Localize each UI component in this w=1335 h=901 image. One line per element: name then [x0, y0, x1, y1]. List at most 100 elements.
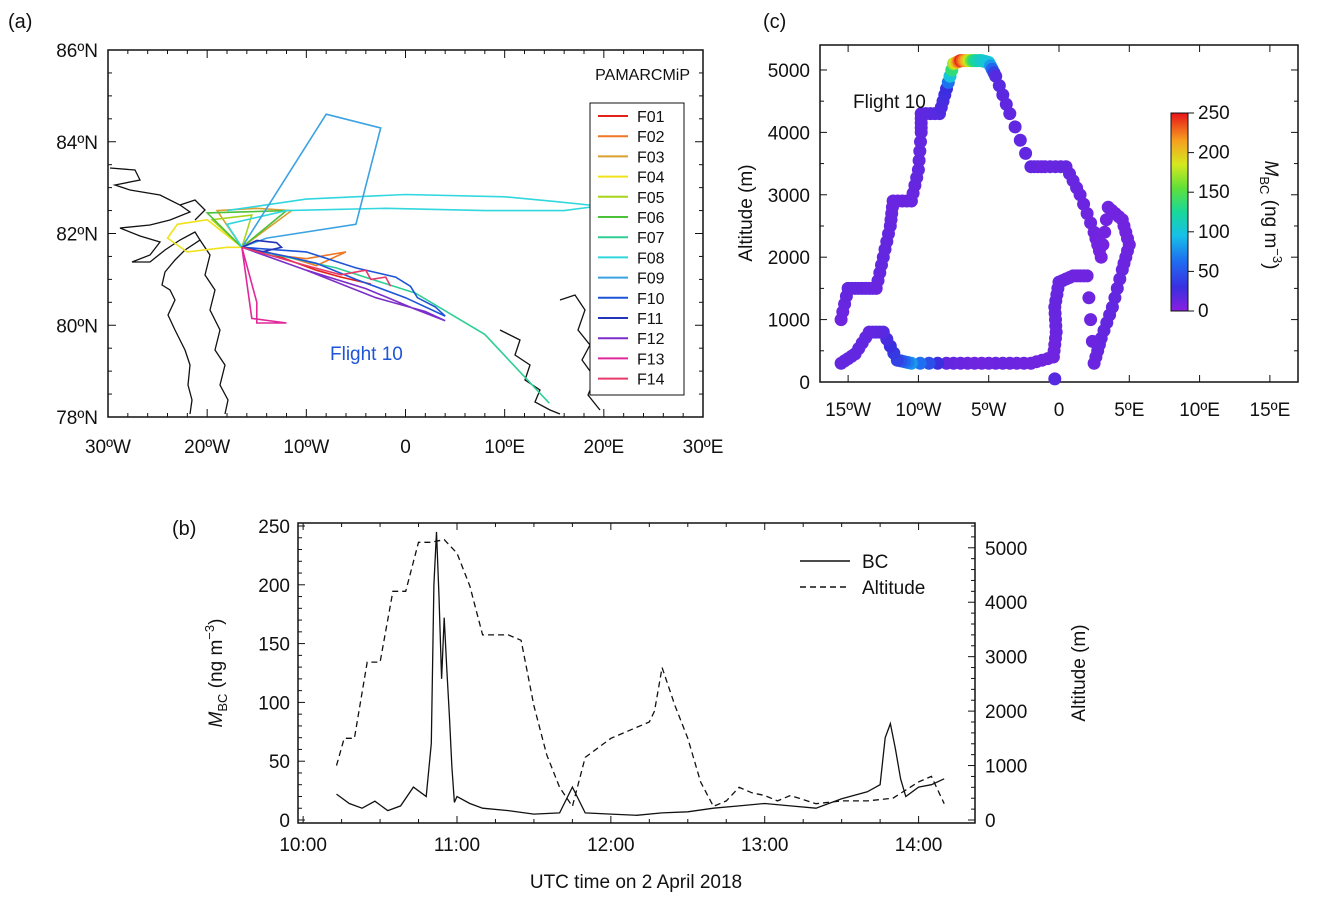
colorbar-tick-label: 200: [1198, 143, 1230, 164]
legend-label-f08: F08: [637, 250, 665, 267]
track-f10: [241, 246, 446, 317]
panel-b-xlabel: UTC time on 2 April 2018: [530, 872, 742, 893]
panel-c-points: [834, 54, 1136, 386]
data-point: [1098, 225, 1112, 239]
y-right-tick-label: 0: [985, 811, 996, 832]
data-point: [914, 135, 927, 149]
panel-a-x-ticks: 30ºW 20ºW 10ºW 0 10ºE 20ºE 30ºE: [85, 437, 723, 458]
colorbar-tick-label: 100: [1198, 222, 1230, 243]
panel-a-legend: F01 F02 F03 F04 F05 F06 F07 F08 F09 F10 F11 F12 F13 F…: [589, 102, 685, 396]
legend-label-f01: F01: [637, 109, 665, 126]
track-f08: [225, 193, 600, 248]
y-tick-label: 84ºN: [56, 133, 98, 154]
y-tick-label: 0: [799, 373, 810, 394]
y-right-tick-label: 4000: [985, 593, 1027, 614]
colorbar-tick-label: 150: [1198, 182, 1230, 203]
y-right-tick-label: 5000: [985, 539, 1027, 560]
x-tick-label: 14:00: [895, 835, 943, 856]
colorbar-tick-label: 250: [1198, 103, 1230, 124]
colorbar-tick-label: 50: [1198, 261, 1219, 282]
data-point: [911, 163, 925, 177]
data-point: [1048, 372, 1062, 386]
panel-a-map: 30ºW 20ºW 10ºW 0 10ºE 20ºE 30ºE 78ºN 80ºN 82ºN 84…: [56, 41, 723, 458]
track-f03: [215, 207, 294, 248]
y-left-tick-label: 0: [279, 811, 290, 832]
legend-label-f07: F07: [637, 230, 665, 247]
x-tick-label: 12:00: [587, 835, 635, 856]
panel-b-ylabel-right: Altitude (m): [1069, 624, 1090, 721]
panel-a-label: (a): [8, 11, 32, 33]
y-tick-label: 3000: [768, 186, 810, 207]
y-tick-label: 5000: [768, 61, 810, 82]
y-right-tick-label: 1000: [985, 757, 1027, 778]
colorbar-tick-label: 0: [1198, 301, 1209, 322]
data-point: [1096, 238, 1110, 252]
panel-b-left-ticks: 0 50 100 150 200 250: [258, 517, 290, 832]
legend-label-f05: F05: [637, 190, 665, 207]
data-point: [1013, 133, 1027, 147]
legend-label-f02: F02: [637, 129, 665, 146]
track-f12: [241, 246, 446, 322]
data-point: [1019, 146, 1033, 160]
panel-a-legend-items: F01 F02 F03 F04 F05 F06 F07 F08 F09 F10 F11 F12 F13 F…: [598, 109, 665, 389]
panel-b-series: [335, 531, 945, 816]
panel-c-title: Flight 10: [853, 92, 926, 113]
x-tick-label: 30ºW: [85, 437, 131, 458]
legend-label-f04: F04: [637, 170, 665, 187]
panel-b-right-ticks: 0 1000 2000 3000 4000 5000: [985, 539, 1027, 832]
x-tick-label: 10ºE: [484, 437, 525, 458]
colorbar-label: MBC (ng m−3): [1257, 161, 1285, 270]
legend-label-f09: F09: [637, 271, 665, 288]
track-f14: [241, 246, 392, 287]
x-tick-label: 15ºW: [825, 400, 871, 421]
panel-b-minor-ticks: [298, 523, 975, 823]
x-tick-label: 5ºW: [971, 400, 1007, 421]
y-tick-label: 80ºN: [56, 316, 98, 337]
x-tick-label: 0: [1054, 400, 1065, 421]
x-tick-label: 13:00: [741, 835, 789, 856]
panel-a-y-ticks: 78ºN 80ºN 82ºN 84ºN 86ºN: [56, 41, 98, 429]
y-tick-label: 1000: [768, 311, 810, 332]
data-point: [1094, 250, 1108, 264]
panel-c-x-ticks: 15ºW 10ºW 5ºW 0 5ºE 10ºE 15ºE: [825, 400, 1290, 421]
y-tick-label: 82ºN: [56, 225, 98, 246]
panel-a-minor-ticks: [107, 49, 704, 418]
data-point: [913, 144, 927, 158]
legend-label-f14: F14: [637, 372, 665, 389]
x-tick-label: 10ºW: [895, 400, 941, 421]
panel-a-title: PAMARCMiP: [595, 67, 690, 84]
colorbar-ticks: 0 50 100 150 200 250: [1188, 103, 1230, 322]
legend-label-f10: F10: [637, 291, 665, 308]
x-tick-label: 5ºE: [1114, 400, 1144, 421]
data-point: [912, 154, 926, 167]
legend-label-f11: F11: [637, 311, 663, 328]
track-f11: [241, 239, 284, 253]
y-left-tick-label: 150: [258, 635, 290, 656]
x-tick-label: 0: [400, 437, 411, 458]
data-point: [1082, 291, 1096, 305]
y-left-tick-label: 200: [258, 576, 290, 597]
legend-label-f06: F06: [637, 210, 665, 227]
series-bc: [336, 531, 945, 816]
legend-label-f12: F12: [637, 331, 665, 348]
panel-b-timeseries: 10:00 11:00 12:00 13:00 14:00 0 50 100 150 200 25…: [202, 517, 1090, 893]
track-f13: [241, 247, 287, 324]
data-point: [1003, 107, 1017, 121]
panel-c-scatter: 15ºW 10ºW 5ºW 0 5ºE 10ºE 15ºE 0100020003000400…: [736, 44, 1299, 421]
x-tick-label: 20ºW: [184, 437, 230, 458]
data-point: [1084, 313, 1098, 327]
x-tick-label: 30ºE: [683, 437, 724, 458]
x-tick-label: 11:00: [434, 835, 480, 856]
data-point: [834, 356, 848, 370]
x-tick-label: 10ºW: [283, 437, 329, 458]
y-right-tick-label: 2000: [985, 702, 1027, 723]
panel-c-minor-ticks: [820, 45, 1298, 383]
legend-bc-label: BC: [862, 552, 888, 573]
panel-b-ylabel-left: MBC (ng m−3): [202, 619, 230, 728]
data-point: [1008, 120, 1022, 134]
x-tick-label: 10ºE: [1179, 400, 1220, 421]
x-tick-label: 15ºE: [1250, 400, 1291, 421]
panel-b-label: (b): [172, 518, 196, 540]
colorbar: [1170, 112, 1189, 312]
